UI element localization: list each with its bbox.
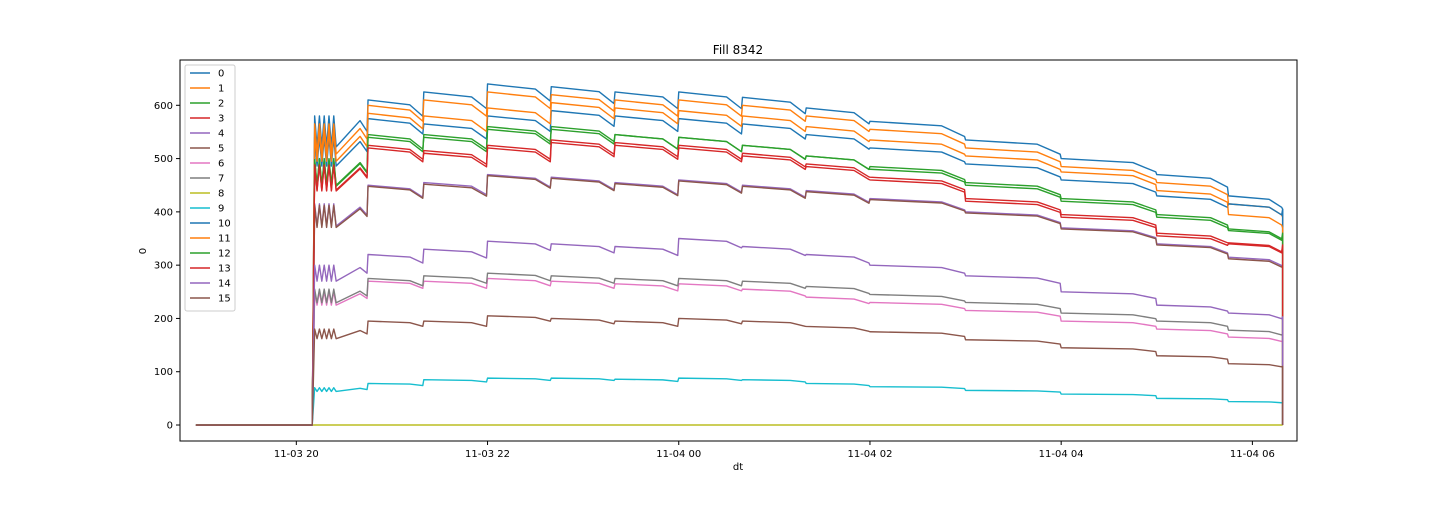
legend-label: 10 [218,219,231,230]
y-axis-label: 0 [138,248,149,254]
legend-label: 1 [218,84,224,95]
chart-title: Fill 8342 [713,43,763,57]
legend-label: 11 [218,234,231,245]
y-tick-label: 100 [154,367,173,378]
y-tick-label: 200 [154,314,173,325]
legend-label: 0 [218,69,224,80]
legend-label: 4 [218,129,224,140]
series-line-9 [196,378,1283,425]
plot-frame [180,60,1297,441]
legend-label: 12 [218,249,231,260]
x-tick-label: 11-04 04 [1039,449,1084,460]
legend-label: 2 [218,99,224,110]
series-line-3 [196,143,1283,425]
x-tick-label: 11-04 00 [656,449,701,460]
series-line-0 [196,84,1283,425]
series-line-5 [196,176,1283,425]
x-tick-label: 11-04 06 [1230,449,1275,460]
x-tick-label: 11-03 22 [465,449,510,460]
x-tick-label: 11-04 02 [847,449,892,460]
legend-label: 13 [218,264,231,275]
series-line-4 [196,175,1283,425]
legend-label: 3 [218,114,224,125]
y-tick-label: 500 [154,154,173,165]
series-line-6 [196,278,1283,425]
legend-label: 8 [218,189,224,200]
legend-label: 7 [218,174,224,185]
x-tick-label: 11-03 20 [274,449,319,460]
legend-label: 9 [218,204,224,215]
y-tick-label: 300 [154,261,173,272]
legend-label: 6 [218,159,224,170]
legend-label: 5 [218,144,224,155]
series-layer [196,84,1283,425]
y-tick-label: 0 [167,421,173,432]
series-line-15 [196,316,1283,425]
series-line-14 [196,239,1283,426]
y-tick-label: 400 [154,207,173,218]
y-tick-label: 600 [154,101,173,112]
legend-label: 15 [218,294,231,305]
x-axis-label: dt [733,462,743,473]
legend-label: 14 [218,279,231,290]
